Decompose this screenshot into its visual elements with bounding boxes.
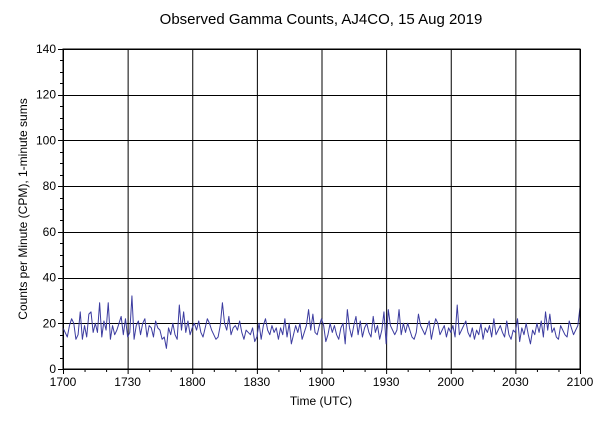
y-tick-label: 0 (49, 362, 56, 376)
series-layer (62, 295, 581, 349)
y-tick-label: 40 (43, 271, 57, 285)
x-tick-label: 1900 (308, 375, 335, 389)
axis-ticks (58, 49, 581, 374)
x-tick-label: 2000 (437, 375, 464, 389)
grid (63, 49, 581, 370)
plot-frame (62, 48, 581, 370)
x-tick-label: 2030 (502, 375, 529, 389)
y-tick-label: 100 (36, 133, 56, 147)
series-line (62, 295, 581, 349)
x-tick-label: 1930 (373, 375, 400, 389)
chart-title: Observed Gamma Counts, AJ4CO, 15 Aug 201… (160, 11, 483, 28)
y-tick-label: 140 (36, 42, 56, 56)
y-tick-label: 120 (36, 88, 56, 102)
y-tick-label: 20 (43, 316, 57, 330)
tick-labels: 1700 1730 1800 1830 1900 1930 2000 2030 2100 0 20 4… (36, 42, 594, 389)
y-tick-label: 60 (43, 225, 57, 239)
x-tick-label: 1830 (244, 375, 271, 389)
y-axis-label: Counts per Minute (CPM), 1-minute sums (16, 98, 30, 319)
x-tick-label: 2100 (567, 375, 594, 389)
x-axis-label: Time (UTC) (290, 394, 352, 408)
x-tick-label: 1700 (50, 375, 77, 389)
y-tick-label: 80 (43, 179, 57, 193)
x-tick-label: 1730 (114, 375, 141, 389)
x-tick-label: 1800 (179, 375, 206, 389)
